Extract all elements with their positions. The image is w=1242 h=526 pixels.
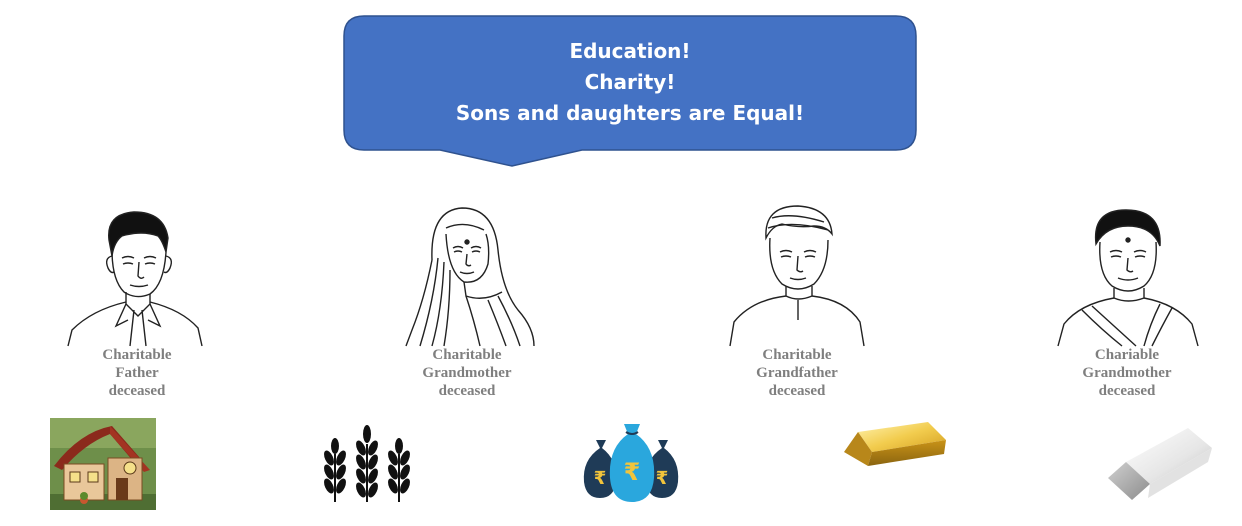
caption-line: Chariable [1094,347,1160,363]
house-asset [50,418,156,510]
caption-line: Grandmother [422,365,512,381]
silver-bar-asset [1104,422,1214,504]
silver-bar-icon [1108,428,1212,500]
callout-line: Education! [569,39,691,63]
elderly-grandmother-caption: Chariable Grandmother deceased [1047,346,1207,400]
caption-line: deceased [1098,383,1156,399]
grandfather-caption: Charitable Grandfather deceased [717,346,877,400]
caption-line: deceased [768,383,826,399]
caption-line: deceased [438,383,496,399]
grandmother-caption: Charitable Grandmother deceased [387,346,547,400]
speech-bubble [343,15,917,167]
rupee-money-bags-icon: ₹ ₹ ₹ [583,424,679,502]
grandfather-figure [722,200,872,350]
father-figure [62,200,212,350]
callout-line: Charity! [584,70,676,94]
elderly-woman-icon [1057,209,1199,347]
caption-line: Charitable [762,347,832,363]
grandmother-figure [394,200,544,350]
rupee-symbol: ₹ [656,468,669,489]
caption-line: Grandmother [1082,365,1172,381]
man-in-suit-icon [67,211,203,347]
caption-line: deceased [108,383,166,399]
wheat-asset [318,424,416,504]
gold-bar-asset [842,418,948,472]
house-icon [50,418,156,510]
man-in-turban-icon [729,205,865,347]
callout-line: Sons and daughters are Equal! [455,101,805,125]
rupee-symbol: ₹ [594,468,607,489]
elderly-grandmother-figure [1052,200,1202,350]
caption-line: Grandfather [756,365,838,381]
callout-text: Education! Charity! Sons and daughters a… [342,36,918,129]
woman-in-sari-icon [405,207,535,347]
father-caption: Charitable Father deceased [57,346,217,400]
caption-line: Father [115,365,159,381]
money-bags-asset: ₹ ₹ ₹ [582,420,682,504]
wheat-crop-icon [324,425,410,502]
caption-line: Charitable [102,347,172,363]
rupee-symbol: ₹ [624,458,641,486]
gold-bar-icon [844,422,946,466]
caption-line: Charitable [432,347,502,363]
